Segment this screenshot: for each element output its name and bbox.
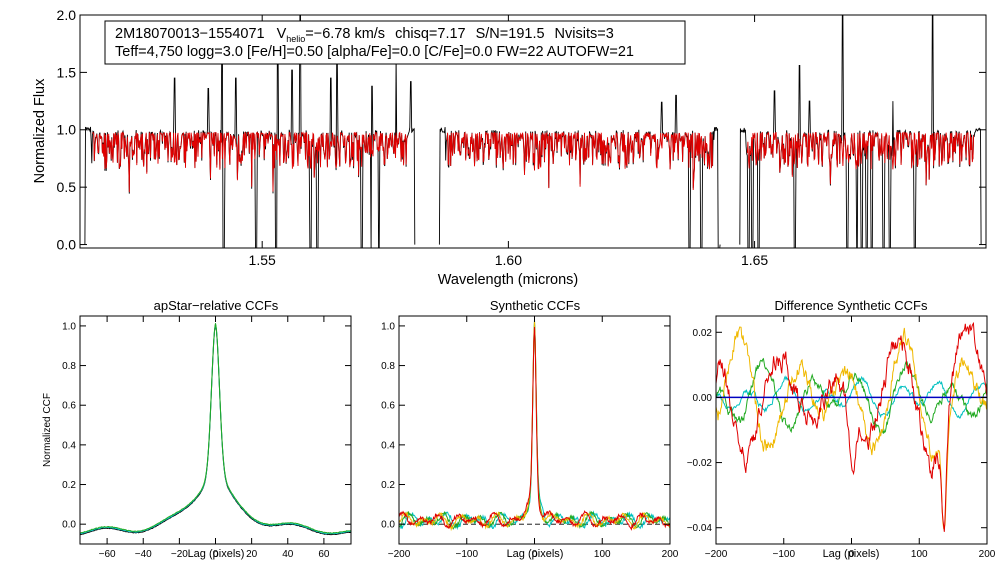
diff-ccf-visit-4-line (716, 321, 987, 532)
x-tick-label: −60 (99, 549, 116, 560)
x-tick-label: 1.55 (249, 252, 276, 268)
x-tick-label: 200 (662, 549, 679, 560)
y-tick-label: 0.0 (381, 520, 395, 531)
annotation-chisq: chisq=7.17 (395, 26, 466, 42)
x-tick-label: 100 (911, 549, 928, 560)
y-tick-label: 0.8 (62, 361, 76, 372)
y-tick-label: −0.04 (687, 523, 713, 534)
annotation-v-subscript: helio (286, 34, 305, 44)
spectrum-ticks: 1.55 1.60 1.65 0.0 0.5 1.0 1.5 2.0 (57, 7, 986, 268)
x-tick-label: 40 (282, 549, 294, 560)
synthetic-ccf-visit-4-line (399, 326, 670, 531)
x-tick-label: 0 (532, 549, 538, 560)
y-tick-label: 0.4 (381, 440, 395, 451)
y-tick-label: 1.0 (62, 321, 76, 332)
y-tick-label: 0.4 (62, 440, 76, 451)
x-tick-label: 1.65 (741, 252, 768, 268)
spectrum-plot-area (84, 15, 982, 248)
synthetic-ccf-ticks: −200 −100 0 100 200 0.0 0.2 0.4 0.6 0.8 1.0 (381, 316, 679, 560)
y-tick-label: 0.5 (57, 179, 77, 195)
y-tick-label: 2.0 (57, 7, 77, 23)
diff-ccf-title: Difference Synthetic CCFs (775, 298, 928, 313)
y-tick-label: 0.0 (57, 236, 77, 252)
spectrum-frame (79, 14, 987, 249)
y-tick-label: 0.00 (693, 393, 713, 404)
apstar-ccf-title: apStar−relative CCFs (154, 298, 279, 313)
annotation-line-1: 2M18070013−1554071 Vhelio=−6.78 km/s chisq… (115, 26, 614, 44)
apstar-ccf-ylabel: Normalized CCF (42, 393, 53, 467)
y-tick-label: −0.02 (687, 458, 713, 469)
spectrum-panel: 1.55 1.60 1.65 0.0 0.5 1.0 1.5 2.0 2M18070013−1… (32, 7, 987, 288)
apstar-ccf-xlabel: Lag (pixels) (188, 548, 245, 560)
y-tick-label: 0.2 (62, 480, 76, 491)
annotation-v-label: V (277, 26, 287, 42)
annotation-snr: S/N=191.5 (476, 26, 545, 42)
spectrum-annotation-box: 2M18070013−1554071 Vhelio=−6.78 km/s chisq… (104, 20, 686, 65)
apstar-ccf-panel: apStar−relative CCFs −60 −40 −20 0 20 40 60 0.0… (42, 298, 352, 560)
apstar-ccf-visit-3-line (80, 323, 351, 534)
annotation-star-id: 2M18070013−1554071 (115, 26, 265, 42)
x-tick-label: 0 (849, 549, 855, 560)
spectrum-xlabel: Wavelength (microns) (438, 272, 578, 288)
annotation-nvisits: Nvisits=3 (555, 26, 614, 42)
apstar-ccf-ticks: −60 −40 −20 0 20 40 60 0.0 0.2 0.4 0.6 0.8 1.0 (62, 316, 351, 560)
x-tick-label: −200 (388, 549, 411, 560)
synthetic-ccf-panel: Synthetic CCFs −200 −100 0 100 200 0.0 0.2 0.4 0… (381, 298, 679, 560)
diff-ccf-panel: Difference Synthetic CCFs −200 −100 0 100 20… (687, 298, 996, 560)
y-tick-label: 0.0 (62, 520, 76, 531)
synthetic-ccf-title: Synthetic CCFs (490, 298, 581, 313)
x-tick-label: 100 (594, 549, 611, 560)
x-tick-label: 20 (246, 549, 258, 560)
synthetic-ccf-xlabel: Lag (pixels) (507, 548, 564, 560)
annotation-v-value: =−6.78 km/s (305, 26, 385, 42)
diff-ccf-visit-1-line (716, 375, 987, 420)
x-tick-label: −100 (772, 549, 795, 560)
x-tick-label: −100 (455, 549, 478, 560)
y-tick-label: 0.6 (62, 401, 76, 412)
x-tick-label: 60 (318, 549, 330, 560)
diff-ccf-xlabel: Lag (pixels) (823, 548, 880, 560)
apstar-ccf-plot-area (80, 323, 351, 536)
y-tick-label: 1.0 (381, 321, 395, 332)
y-tick-label: 0.8 (381, 361, 395, 372)
x-tick-label: −20 (171, 549, 188, 560)
y-tick-label: 0.6 (381, 401, 395, 412)
y-tick-label: 0.02 (693, 328, 713, 339)
x-tick-label: 0 (213, 549, 219, 560)
y-tick-label: 1.0 (57, 122, 77, 138)
annotation-line-2: Teff=4,750 logg=3.0 [Fe/H]=0.50 [alpha/F… (115, 44, 634, 60)
x-tick-label: 200 (979, 549, 996, 560)
x-tick-label: −40 (135, 549, 152, 560)
x-tick-label: 1.60 (495, 252, 522, 268)
spectrum-ylabel: Normalized Flux (32, 78, 48, 183)
x-tick-label: −200 (705, 549, 728, 560)
diff-ccf-plot-area (716, 321, 987, 532)
y-tick-label: 0.2 (381, 480, 395, 491)
diff-ccf-ticks: −200 −100 0 100 200 0.02 0.00 −0.02 −0.04 (687, 316, 996, 560)
y-tick-label: 1.5 (57, 64, 77, 80)
spectrum-model-line (92, 130, 975, 193)
